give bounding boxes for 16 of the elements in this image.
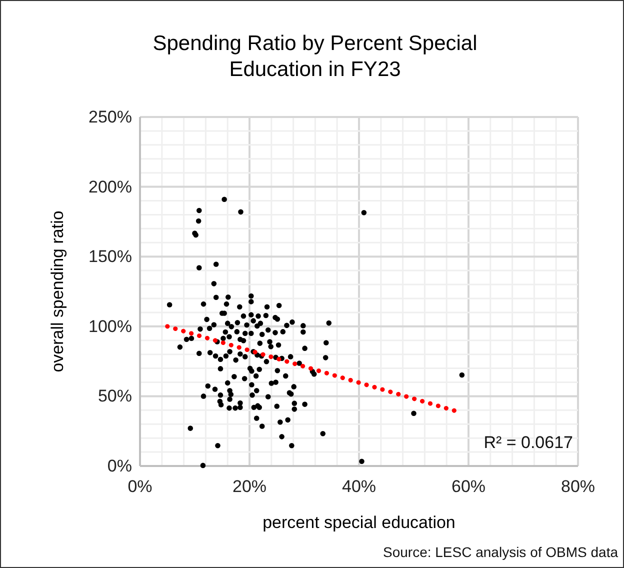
y-tick-label: 200% [88, 177, 132, 196]
y-tick-label: 0% [107, 456, 132, 476]
y-tick-label: 50% [98, 386, 132, 406]
x-tick-label: 20% [232, 477, 267, 496]
x-tick-label: 60% [451, 477, 486, 496]
x-axis-title: percent special education [262, 513, 456, 532]
annotation: R² = 0.0617 [484, 433, 573, 452]
x-tick-label: 40% [342, 477, 376, 496]
y-axis-title: overall spending ratio [48, 210, 67, 372]
y-tick-label: 100% [88, 316, 132, 336]
chart-title: Spending Ratio by Percent Special Education in FY23 [152, 32, 478, 81]
y-tick-label: 150% [88, 247, 132, 266]
x-tick-label: 0% [128, 477, 152, 496]
x-tick-label: 80% [560, 477, 596, 496]
y-tick-label: 250% [88, 107, 132, 126]
source-note: Source: LESC analysis of OBMS data [383, 544, 618, 560]
